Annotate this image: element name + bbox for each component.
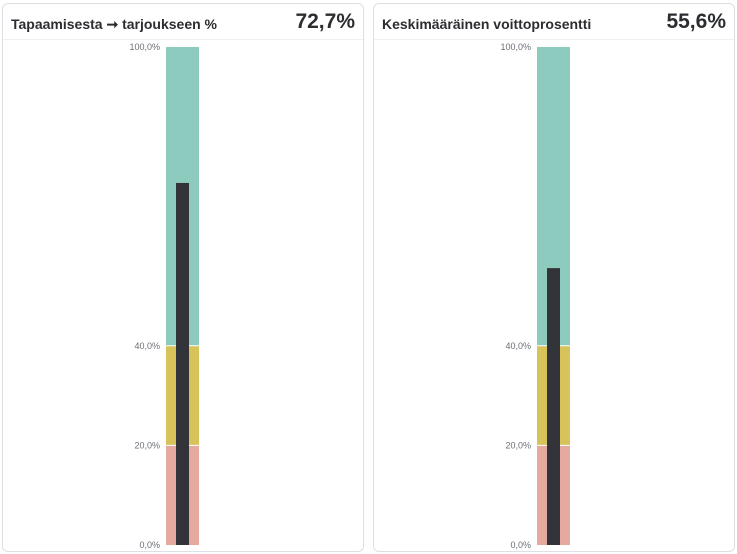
y-tick-label: 20,0%: [134, 440, 160, 450]
card-title: Tapaamisesta ➞ tarjoukseen %: [11, 16, 218, 32]
bullet-chart-svg: 100,0% 40,0% 20,0% 0,0%: [129, 42, 199, 550]
y-tick-label: 0,0%: [510, 540, 531, 550]
card-value: 72,7%: [295, 10, 355, 33]
bullet-chart: 100,0% 40,0% 20,0% 0,0%: [3, 40, 363, 552]
kpi-card-meeting-to-offer: Tapaamisesta ➞ tarjoukseen % 72,7% 100,0…: [2, 3, 364, 552]
y-tick-label: 0,0%: [139, 540, 160, 550]
y-tick-label: 100,0%: [129, 42, 160, 52]
kpi-card-average-win-rate: Keskimääräinen voittoprosentti 55,6% 100…: [373, 3, 735, 552]
y-tick-label: 40,0%: [505, 341, 531, 351]
y-tick-label: 20,0%: [505, 440, 531, 450]
card-title: Keskimääräinen voittoprosentti: [382, 16, 592, 32]
card-header: Tapaamisesta ➞ tarjoukseen % 72,7%: [3, 4, 363, 40]
value-bar: [176, 182, 189, 546]
y-tick-label: 100,0%: [500, 42, 531, 52]
card-header: Keskimääräinen voittoprosentti 55,6%: [374, 4, 734, 40]
bullet-chart: 100,0% 40,0% 20,0% 0,0%: [374, 40, 734, 552]
bullet-chart-svg: 100,0% 40,0% 20,0% 0,0%: [500, 42, 570, 550]
value-bar: [547, 268, 560, 545]
y-tick-label: 40,0%: [134, 341, 160, 351]
card-value: 55,6%: [666, 10, 726, 33]
